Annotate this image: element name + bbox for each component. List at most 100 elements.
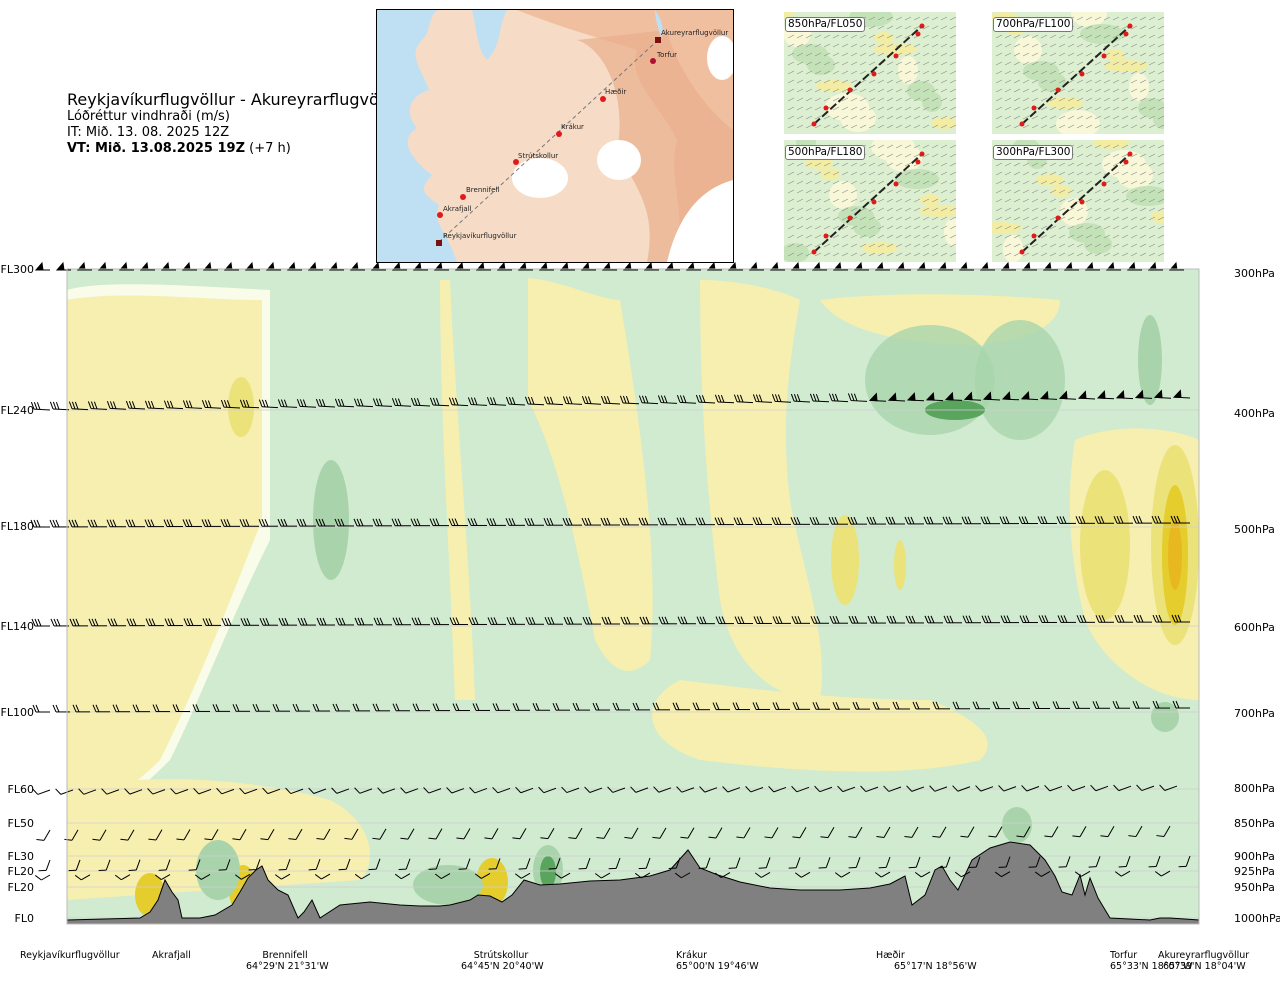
wind-barb bbox=[668, 857, 681, 870]
wind-barb bbox=[1132, 700, 1150, 709]
location-coord: 64°29'N 21°31'W bbox=[246, 961, 329, 972]
wind-barb bbox=[988, 826, 1003, 838]
wind-barb bbox=[1178, 855, 1191, 868]
wind-barb bbox=[677, 616, 696, 625]
map-label-akureyri: Akureyrarflugvöllur bbox=[661, 29, 728, 37]
wind-barb bbox=[524, 396, 545, 406]
wind-barb bbox=[372, 518, 392, 527]
wind-barb bbox=[848, 615, 867, 624]
map-label-akrafjall: Akrafjall bbox=[443, 205, 472, 213]
wind-barb bbox=[1148, 855, 1161, 868]
wind-barb bbox=[638, 517, 658, 526]
wind-barb bbox=[600, 395, 621, 405]
wind-barb bbox=[1094, 516, 1114, 524]
fl-label-20a: FL20 bbox=[7, 865, 34, 878]
wind-barb bbox=[188, 859, 201, 871]
wind-barb bbox=[643, 261, 659, 271]
wind-barb bbox=[514, 872, 531, 879]
wind-barb bbox=[1044, 826, 1059, 838]
wind-barb bbox=[316, 828, 331, 840]
wind-barb bbox=[182, 519, 202, 527]
wind-barb bbox=[538, 786, 557, 794]
map-label-reykjavik: Reykjavíkurflugvöllur bbox=[443, 232, 517, 240]
wind-barb bbox=[764, 827, 779, 839]
wind-barb bbox=[158, 859, 171, 871]
wind-barb bbox=[239, 519, 259, 527]
wind-barb bbox=[448, 397, 469, 407]
wind-barb bbox=[176, 829, 191, 841]
plot-frame bbox=[66, 268, 1200, 925]
wind-barb bbox=[152, 704, 170, 713]
route-map-svg: Akureyrarflugvöllur Torfur Hæðir Krákur … bbox=[377, 10, 733, 262]
wind-barb bbox=[97, 261, 113, 271]
wind-barb bbox=[998, 785, 1017, 792]
wind-barb bbox=[352, 703, 370, 712]
wind-barb bbox=[1151, 515, 1171, 524]
wind-barb bbox=[981, 615, 1000, 624]
wind-barb bbox=[430, 617, 449, 626]
wind-barb bbox=[472, 703, 490, 711]
location-coord: 65°33'N 18°07'W bbox=[1110, 961, 1193, 972]
wind-barb bbox=[277, 399, 298, 408]
location-krakur: Krákur 65°00'N 19°46'W bbox=[676, 950, 759, 972]
wind-barb bbox=[563, 616, 582, 625]
wind-barb bbox=[370, 261, 386, 271]
panel-300hpa-label: 300hPa/FL300 bbox=[993, 145, 1074, 160]
wind-barb bbox=[428, 858, 441, 870]
wind-barb bbox=[695, 394, 716, 404]
wind-barb bbox=[1126, 261, 1142, 271]
panel-300hpa[interactable]: 300hPa/FL300 bbox=[992, 140, 1164, 262]
wind-barb bbox=[736, 827, 751, 839]
wind-barb bbox=[354, 787, 373, 794]
wind-barb bbox=[354, 617, 373, 626]
wind-barb bbox=[657, 517, 677, 526]
wind-barb bbox=[809, 517, 829, 525]
wind-barb bbox=[49, 401, 70, 411]
wind-barb bbox=[265, 261, 281, 271]
wind-barb bbox=[980, 516, 1000, 525]
wind-barb bbox=[904, 516, 924, 525]
wind-barb bbox=[594, 872, 611, 879]
wind-barb bbox=[285, 787, 304, 795]
wind-barb bbox=[868, 392, 887, 402]
wind-barb bbox=[204, 829, 219, 841]
wind-barb bbox=[1114, 870, 1131, 877]
wind-barb bbox=[202, 618, 221, 626]
wind-barb bbox=[496, 261, 512, 271]
wind-barb bbox=[695, 517, 715, 526]
wind-barb bbox=[106, 401, 127, 410]
panel-850hpa[interactable]: 850hPa/FL050 bbox=[784, 12, 956, 134]
wind-barb bbox=[220, 519, 240, 527]
panel-500hpa[interactable]: 500hPa/FL180 bbox=[784, 140, 956, 262]
wind-barb bbox=[652, 827, 667, 839]
panel-700hpa[interactable]: 700hPa/FL100 bbox=[992, 12, 1164, 134]
panel-500hpa-label: 500hPa/FL180 bbox=[785, 145, 866, 160]
wind-barb bbox=[820, 826, 835, 839]
wind-barb bbox=[674, 872, 691, 879]
wind-barb bbox=[538, 261, 554, 271]
wind-barb bbox=[963, 391, 982, 401]
wind-barb bbox=[1058, 390, 1077, 400]
hpa-label-300: 300hPa bbox=[1234, 267, 1275, 280]
wind-barb bbox=[828, 393, 849, 403]
wind-barb bbox=[814, 785, 833, 793]
wind-barb bbox=[512, 828, 527, 840]
wind-barb bbox=[658, 616, 677, 625]
wind-barb bbox=[101, 788, 120, 795]
wind-barb bbox=[925, 391, 944, 402]
wind-barb bbox=[866, 516, 886, 525]
location-haedir: Hæðir 65°17'N 18°56'W bbox=[876, 950, 977, 972]
wind-barb bbox=[745, 786, 764, 793]
wind-barb bbox=[181, 261, 197, 271]
wind-barb bbox=[540, 827, 555, 840]
wind-barb bbox=[692, 702, 710, 711]
wind-barb bbox=[853, 261, 869, 271]
wind-barb bbox=[30, 519, 50, 528]
wind-barb bbox=[999, 516, 1019, 525]
wind-barb bbox=[852, 701, 870, 710]
wind-barb bbox=[126, 618, 145, 627]
fl-label-20b: FL20 bbox=[7, 881, 34, 894]
wind-barb bbox=[128, 859, 141, 871]
wind-barb bbox=[552, 702, 570, 711]
title-block: Reykjavíkurflugvöllur - Akureyrarflugvöl… bbox=[67, 90, 404, 157]
